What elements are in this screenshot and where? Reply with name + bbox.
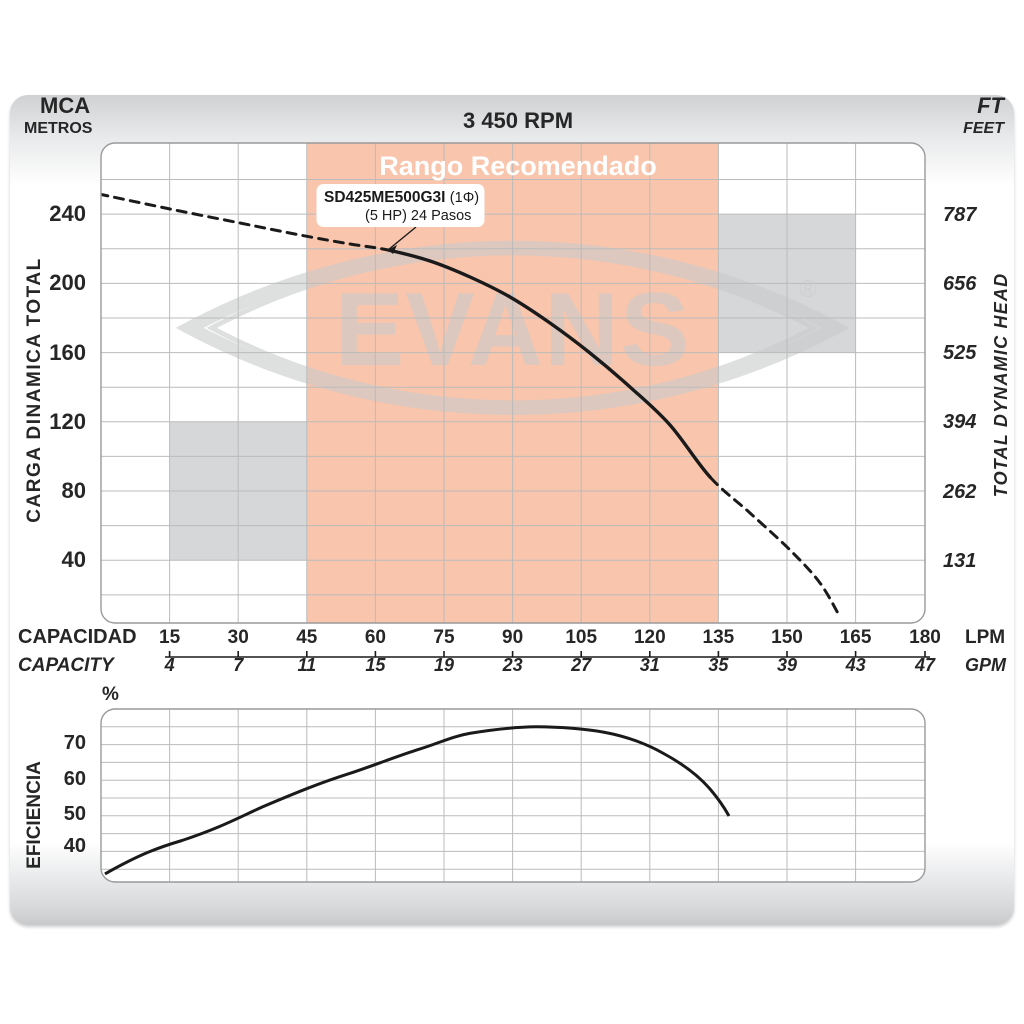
svg-text:394: 394	[943, 411, 976, 433]
svg-text:EFICIENCIA: EFICIENCIA	[24, 761, 45, 869]
svg-text:SD425ME500G3I (1Φ): SD425ME500G3I (1Φ)	[324, 189, 479, 206]
svg-text:®: ®	[799, 276, 817, 303]
svg-text:165: 165	[840, 627, 872, 648]
svg-text:23: 23	[502, 655, 523, 675]
svg-text:3 450 RPM: 3 450 RPM	[463, 108, 573, 133]
svg-text:150: 150	[771, 627, 803, 648]
svg-text:240: 240	[49, 201, 86, 226]
svg-text:7: 7	[233, 655, 244, 675]
svg-text:Rango Recomendado: Rango Recomendado	[379, 151, 657, 181]
svg-text:(5 HP) 24 Pasos: (5 HP) 24 Pasos	[365, 208, 471, 224]
svg-text:90: 90	[502, 627, 523, 648]
svg-text:45: 45	[296, 627, 318, 648]
svg-text:39: 39	[777, 655, 797, 675]
svg-text:525: 525	[943, 342, 977, 364]
svg-text:CAPACITY: CAPACITY	[18, 655, 116, 676]
svg-text:787: 787	[943, 204, 977, 226]
svg-text:CAPACIDAD: CAPACIDAD	[18, 626, 137, 648]
svg-text:TOTAL DYNAMIC HEAD: TOTAL DYNAMIC HEAD	[991, 273, 1011, 498]
svg-text:131: 131	[943, 550, 976, 572]
svg-text:105: 105	[565, 627, 597, 648]
svg-text:60: 60	[64, 768, 86, 790]
svg-text:31: 31	[640, 655, 660, 675]
svg-text:180: 180	[909, 627, 941, 648]
svg-text:60: 60	[365, 627, 386, 648]
svg-text:80: 80	[62, 478, 86, 503]
svg-text:262: 262	[942, 481, 976, 503]
svg-text:120: 120	[49, 409, 86, 434]
svg-text:LPM: LPM	[965, 627, 1005, 648]
svg-text:35: 35	[708, 655, 729, 675]
svg-text:GPM: GPM	[965, 655, 1007, 675]
svg-text:160: 160	[49, 340, 86, 365]
svg-text:30: 30	[228, 627, 249, 648]
svg-text:FT: FT	[977, 95, 1005, 118]
svg-text:MCA: MCA	[40, 95, 90, 118]
svg-text:50: 50	[64, 803, 86, 825]
svg-text:19: 19	[434, 655, 454, 675]
svg-text:656: 656	[943, 273, 977, 295]
svg-text:43: 43	[845, 655, 866, 675]
svg-text:70: 70	[64, 732, 86, 754]
svg-text:4: 4	[164, 655, 175, 675]
svg-text:40: 40	[64, 835, 86, 857]
svg-text:120: 120	[634, 627, 666, 648]
svg-text:15: 15	[365, 655, 386, 675]
svg-text:METROS: METROS	[24, 120, 93, 137]
svg-text:FEET: FEET	[963, 120, 1005, 137]
svg-text:%: %	[102, 684, 119, 705]
svg-text:75: 75	[433, 627, 455, 648]
svg-text:11: 11	[297, 655, 316, 675]
svg-text:CARGA DINAMICA TOTAL: CARGA DINAMICA TOTAL	[24, 257, 45, 522]
svg-text:40: 40	[62, 547, 86, 572]
svg-text:200: 200	[49, 270, 86, 295]
svg-text:27: 27	[570, 655, 592, 675]
svg-text:47: 47	[914, 655, 936, 675]
svg-text:15: 15	[159, 627, 181, 648]
svg-text:135: 135	[703, 627, 735, 648]
